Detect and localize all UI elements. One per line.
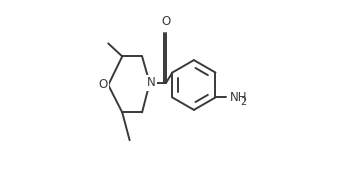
Text: O: O [161,15,171,28]
Text: N: N [147,76,155,89]
Text: O: O [99,78,108,91]
Text: 2: 2 [240,97,246,107]
Text: NH: NH [230,91,248,104]
